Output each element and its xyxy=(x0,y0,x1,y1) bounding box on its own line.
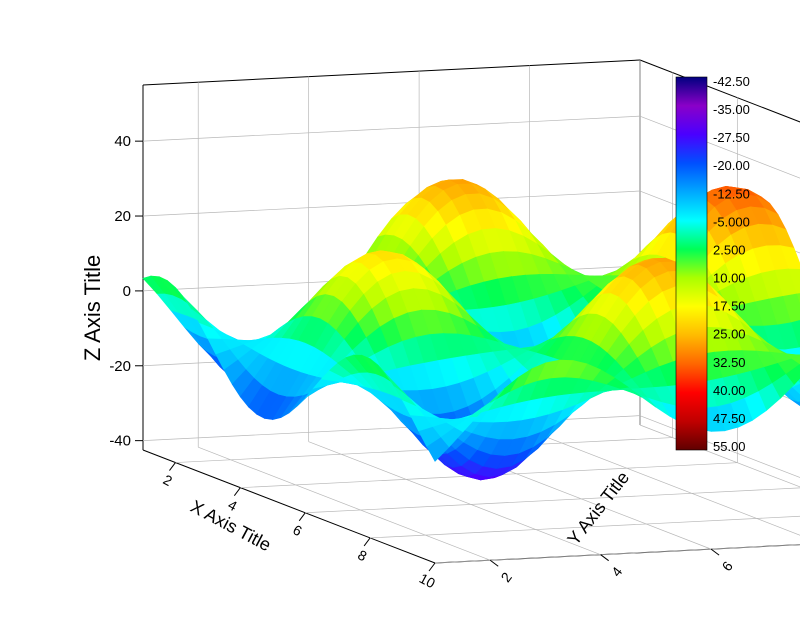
x-tick xyxy=(298,512,306,522)
colorbar-label: -35.00 xyxy=(713,102,750,117)
grid-line xyxy=(142,190,641,217)
z-axis-title: Z Axis Title xyxy=(80,255,105,361)
frame-edge xyxy=(142,59,641,86)
grid-line xyxy=(434,544,800,564)
grid-line xyxy=(639,415,800,478)
z-tick-label: 0 xyxy=(123,283,131,300)
x-axis-line xyxy=(142,449,436,564)
colorbar-label: 55.00 xyxy=(713,439,746,454)
grid-line xyxy=(529,430,800,536)
colorbar-label: 17.50 xyxy=(713,299,746,314)
colorbar-label: 2.500 xyxy=(713,242,746,257)
grid-line xyxy=(370,515,800,539)
surface-patch xyxy=(426,437,450,462)
x-tick-label: 10 xyxy=(417,570,438,592)
axis-frame xyxy=(142,59,800,564)
x-tick xyxy=(169,462,176,471)
grid-line xyxy=(142,115,641,142)
x-tick xyxy=(428,562,436,572)
z-tick-label: 40 xyxy=(114,133,131,150)
colorbar-label: 47.50 xyxy=(713,411,746,426)
z-tick-label: -40 xyxy=(109,433,131,450)
colorbar-label: -20.00 xyxy=(713,158,750,173)
y-tick xyxy=(489,559,499,567)
y-axis-title: Y Axis Title xyxy=(563,468,633,549)
colorbar-label: -12.50 xyxy=(713,186,750,201)
grid-line xyxy=(305,487,800,514)
z-tick-label: -20 xyxy=(109,358,131,375)
colorbar-label: -27.50 xyxy=(713,130,750,145)
colorbar-label: 40.00 xyxy=(713,383,746,398)
grid-line xyxy=(198,446,491,561)
x-tick xyxy=(363,537,371,547)
colorbar-label: -42.50 xyxy=(713,74,750,89)
x-tick-label: 8 xyxy=(355,547,370,565)
y-tick-label: 2 xyxy=(498,569,516,585)
y-tick xyxy=(600,554,609,562)
x-tick-label: 2 xyxy=(161,471,176,489)
x-tick xyxy=(233,487,241,496)
grid-line xyxy=(308,441,601,555)
y-axis-line xyxy=(434,544,800,564)
colorbar-gradient xyxy=(675,76,708,451)
x-tick-label: 6 xyxy=(290,521,305,539)
y-tick-label: 4 xyxy=(608,563,626,579)
y-tick-label: 6 xyxy=(718,558,736,574)
colorbar-label: 10.00 xyxy=(713,271,746,286)
z-tick-label: 20 xyxy=(114,208,131,225)
x-tick-label: 4 xyxy=(225,496,240,514)
colorbar-label: -5.000 xyxy=(713,214,750,229)
grid-line xyxy=(175,437,673,463)
colorbar-label: 32.50 xyxy=(713,355,746,370)
colorbar: -42.50 -35.00 -27.50 -20.00 -12.50 -5.000 2.50… xyxy=(675,74,750,454)
y-tick xyxy=(710,548,720,556)
colorbar-label: 25.00 xyxy=(713,327,746,342)
